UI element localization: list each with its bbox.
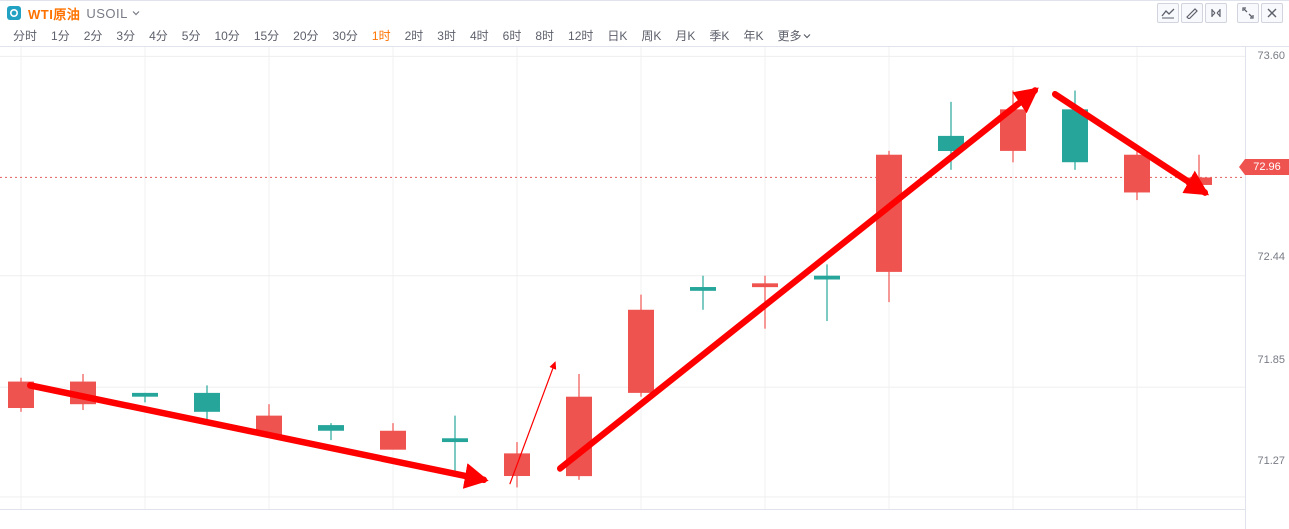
timeframe-15分[interactable]: 15分 [247,26,286,46]
symbol-ticker: USOIL [86,6,128,21]
timeframe-3分[interactable]: 3分 [109,26,142,46]
y-axis-label: 73.60 [1257,50,1285,62]
header-toolbar [1157,1,1283,25]
fullscreen-button[interactable] [1237,3,1259,23]
timeframe-年K[interactable]: 年K [736,26,770,46]
timeframe-季K[interactable]: 季K [702,26,736,46]
timeframe-30分[interactable]: 30分 [326,26,365,46]
close-button[interactable] [1261,3,1283,23]
timeframe-分时[interactable]: 分时 [6,26,44,46]
timeframe-日K[interactable]: 日K [600,26,634,46]
timeframe-月K[interactable]: 月K [668,26,702,46]
current-price-tag: 72.96 [1245,159,1289,175]
y-axis-label: 71.27 [1257,455,1285,467]
timeframe-bar: 分时1分2分3分4分5分10分15分20分30分1时2时3时4时6时8时12时日… [0,25,1289,47]
timeframe-6时[interactable]: 6时 [496,26,529,46]
price-axis: 73.60 72.44 71.85 71.27 72.96 [1245,47,1289,529]
chart-area: 73.60 72.44 71.85 71.27 72.96 [0,47,1289,529]
timeframe-more[interactable]: 更多 [770,26,818,46]
timeframe-4分[interactable]: 4分 [142,26,175,46]
timeframe-20分[interactable]: 20分 [286,26,325,46]
y-axis-label: 71.85 [1257,354,1285,366]
timeframe-3时[interactable]: 3时 [430,26,463,46]
symbol-logo-icon [6,5,22,21]
symbol-dropdown-icon[interactable] [132,9,140,17]
timeframe-12时[interactable]: 12时 [561,26,600,46]
timeframe-8时[interactable]: 8时 [528,26,561,46]
indicator-button[interactable] [1157,3,1179,23]
chart-plot[interactable] [0,47,1245,529]
timeframe-2分[interactable]: 2分 [77,26,110,46]
symbol-name[interactable]: WTI原油 [28,4,80,23]
timeframe-4时[interactable]: 4时 [463,26,496,46]
timeframe-5分[interactable]: 5分 [175,26,208,46]
timeframe-10分[interactable]: 10分 [207,26,246,46]
chart-header: WTI原油 USOIL [0,1,1289,25]
timeframe-1时[interactable]: 1时 [365,26,398,46]
timeframe-1分[interactable]: 1分 [44,26,77,46]
timeframe-周K[interactable]: 周K [634,26,668,46]
timeframe-2时[interactable]: 2时 [398,26,431,46]
compare-button[interactable] [1205,3,1227,23]
time-axis [0,509,1245,529]
y-axis-label: 72.44 [1257,251,1285,263]
draw-button[interactable] [1181,3,1203,23]
